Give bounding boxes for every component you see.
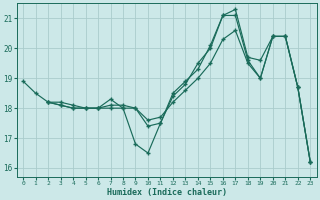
X-axis label: Humidex (Indice chaleur): Humidex (Indice chaleur) (107, 188, 227, 197)
